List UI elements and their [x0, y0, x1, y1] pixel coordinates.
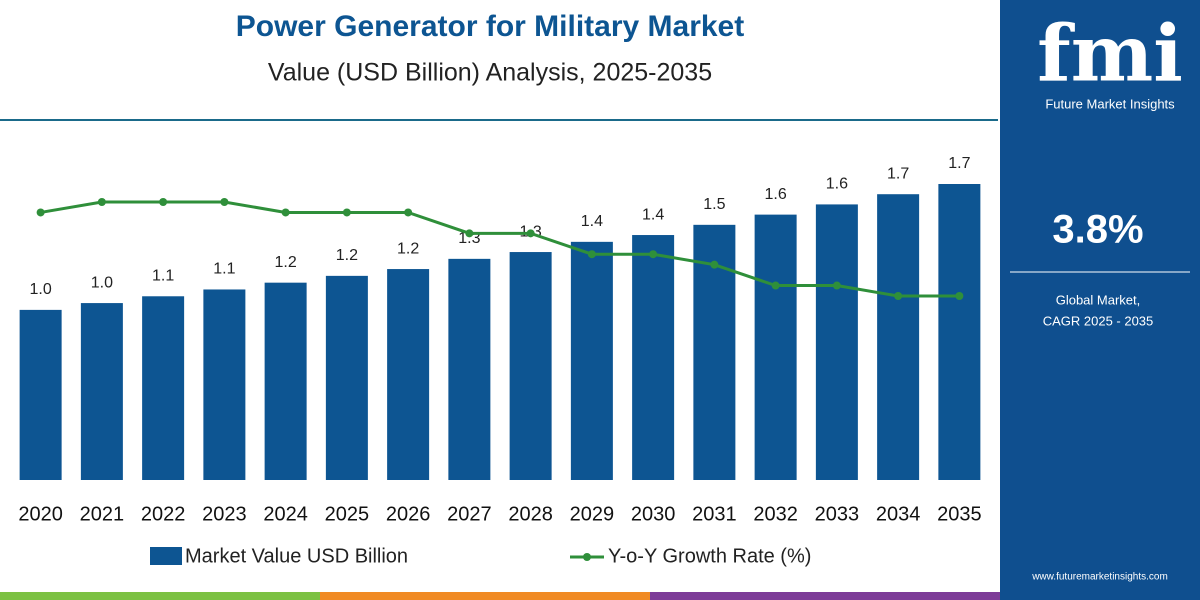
value-label: 1.6 [826, 176, 848, 193]
strip [320, 592, 650, 600]
value-label: 1.0 [91, 274, 113, 291]
value-label: 1.0 [30, 281, 52, 298]
bar [203, 289, 246, 480]
x-tick-label: 2030 [631, 503, 676, 525]
x-tick-label: 2033 [815, 503, 860, 525]
bar [264, 282, 307, 480]
growth-point [587, 250, 596, 259]
growth-point [97, 198, 106, 206]
bar [877, 194, 920, 480]
x-tick-label: 2031 [692, 503, 737, 525]
growth-point [710, 260, 719, 269]
growth-point [649, 250, 658, 259]
bar [754, 214, 797, 480]
cagr-value: 3.8% [1052, 208, 1143, 252]
x-tick-label: 2035 [937, 503, 982, 525]
value-label: 1.2 [336, 247, 358, 264]
growth-point [894, 292, 903, 300]
growth-point [220, 198, 229, 206]
legend-swatch [150, 547, 182, 565]
value-label: 1.4 [581, 213, 603, 230]
value-label: 1.7 [948, 155, 970, 172]
bar [448, 258, 491, 480]
growth-point [342, 208, 351, 217]
bar [142, 296, 185, 480]
growth-point [526, 229, 535, 238]
bar [509, 252, 552, 480]
legend-label: Market Value USD Billion [185, 545, 408, 567]
x-tick-label: 2022 [141, 503, 186, 525]
value-label: 1.6 [765, 186, 787, 203]
value-label: 1.2 [275, 254, 297, 271]
legend-label: Y-o-Y Growth Rate (%) [608, 545, 811, 567]
bar [325, 275, 368, 480]
x-tick-label: 2025 [325, 503, 370, 525]
growth-point [159, 198, 168, 206]
cagr-label: Global Market, [1056, 292, 1141, 307]
bar [570, 241, 613, 480]
x-tick-label: 2020 [18, 503, 63, 525]
value-label: 1.1 [152, 267, 174, 284]
x-tick-label: 2028 [508, 503, 553, 525]
x-tick-label: 2023 [202, 503, 247, 525]
url: www.futuremarketinsights.com [1031, 572, 1168, 583]
x-tick-label: 2024 [263, 503, 308, 525]
value-label: 1.2 [397, 240, 419, 257]
growth-point [36, 208, 45, 217]
bar [19, 309, 62, 480]
strip [650, 592, 1000, 600]
bar [80, 303, 123, 480]
growth-point [771, 281, 780, 290]
growth-line [40, 200, 960, 298]
logo: fmi [1037, 9, 1183, 100]
x-tick-label: 2021 [80, 503, 125, 525]
growth-point [465, 229, 474, 238]
x-tick-label: 2032 [753, 503, 798, 525]
growth-point [281, 208, 290, 217]
value-label: 1.1 [213, 261, 235, 278]
x-tick-label: 2026 [386, 503, 431, 525]
growth-point [404, 208, 413, 217]
value-label: 1.7 [887, 165, 909, 182]
bar [387, 269, 430, 480]
growth-point [955, 292, 964, 300]
strip [0, 592, 320, 600]
value-label: 1.5 [703, 196, 725, 213]
sidebar-bg [1000, 0, 1200, 600]
chart-subtitle: Value (USD Billion) Analysis, 2025-2035 [268, 59, 712, 87]
legend-swatch [583, 553, 591, 561]
bar [938, 184, 981, 480]
chart-title: Power Generator for Military Market [236, 10, 744, 43]
growth-point [832, 281, 841, 290]
bar [632, 235, 675, 480]
x-tick-label: 2029 [570, 503, 615, 525]
x-tick-label: 2027 [447, 503, 492, 525]
cagr-label: CAGR 2025 - 2035 [1043, 313, 1154, 328]
bar [815, 204, 858, 480]
x-tick-label: 2034 [876, 503, 921, 525]
brand: Future Market Insights [1045, 96, 1175, 111]
value-label: 1.4 [642, 206, 664, 223]
